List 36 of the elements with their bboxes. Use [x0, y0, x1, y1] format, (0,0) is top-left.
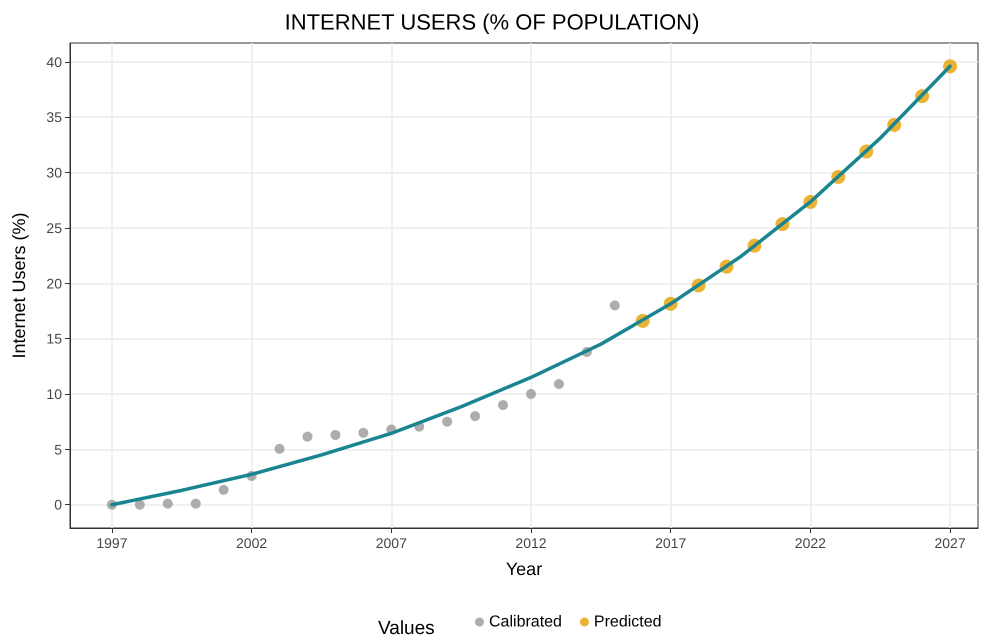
x-tick-label: 2027	[934, 535, 966, 551]
point	[134, 500, 145, 510]
legend-label: Calibrated	[489, 614, 562, 630]
y-tick-label: 25	[46, 220, 62, 236]
point	[302, 432, 312, 442]
point	[442, 416, 452, 427]
legend-title: Values	[378, 618, 435, 639]
y-tick-label: 10	[46, 386, 62, 402]
point	[610, 300, 620, 310]
x-tick-label: 2022	[794, 535, 826, 551]
x-tick-label: 2007	[376, 535, 408, 551]
x-tick-label: 2017	[655, 535, 686, 551]
x-axis-title: Year	[506, 559, 542, 579]
point	[358, 428, 368, 438]
legend-label: Predicted	[594, 614, 662, 630]
point	[526, 389, 536, 400]
point	[554, 379, 564, 390]
x-tick-label: 2012	[515, 535, 547, 551]
point	[162, 498, 173, 509]
point	[330, 430, 340, 440]
y-tick-label: 0	[54, 496, 62, 513]
point	[190, 498, 201, 509]
point	[470, 411, 480, 422]
x-tick-label: 2002	[236, 535, 268, 551]
y-tick-label: 15	[46, 330, 62, 347]
point	[218, 484, 229, 495]
y-tick-label: 5	[54, 441, 62, 458]
y-tick-label: 20	[46, 275, 62, 292]
point	[498, 400, 508, 410]
x-tick-label: 1997	[96, 535, 128, 551]
point	[274, 444, 285, 454]
y-tick-label: 30	[46, 164, 62, 181]
chart-title: INTERNET USERS (% OF POPULATION)	[284, 10, 700, 34]
y-axis-title: Internet Users (%)	[9, 212, 29, 359]
y-tick-label: 40	[46, 54, 62, 70]
y-tick-label: 35	[46, 109, 62, 126]
